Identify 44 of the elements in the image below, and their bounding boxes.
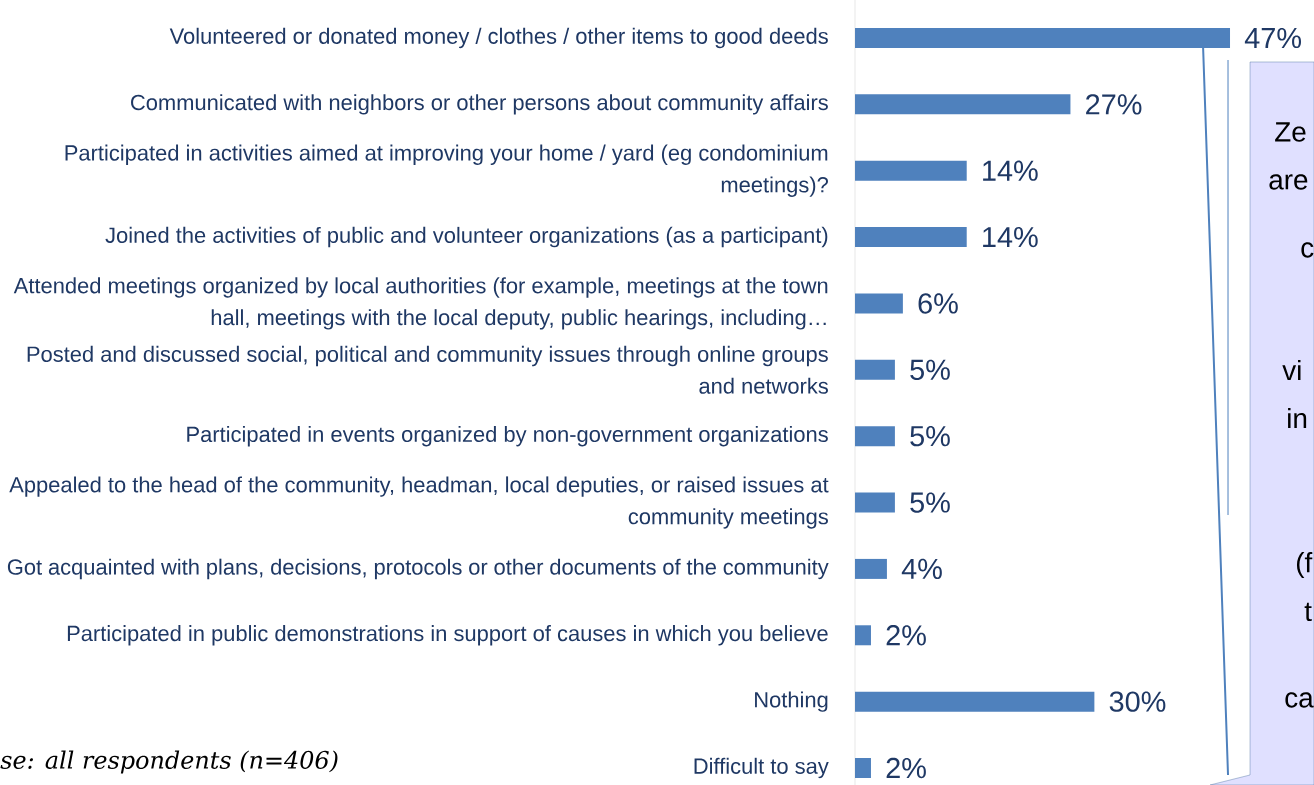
text: (f (1296, 552, 1313, 578)
y-tick-label: Joined the activities of public and volunteer organizations (as a participant) (105, 226, 828, 248)
bar (855, 94, 1071, 115)
y-tick-label: Participated in activities aimed at improving your home / yard (eg condominium meetings)? (65, 144, 828, 197)
y-tick-label: Attended meetings organized by local authorities (for example, meetings at the town hall, meetings with the local deputy, public hearings, including… (13, 277, 828, 330)
y-tick-label: Nothing (755, 691, 828, 712)
y-tick-label: Appealed to the head of the community, headman, local deputies, or raised issues at community meetings (9, 476, 829, 529)
bar (855, 625, 871, 646)
data-label: 5% (910, 492, 950, 513)
y-tick-label: Participated in public demonstrations in support of causes in which you believe (67, 625, 828, 646)
text: Ze (1275, 122, 1306, 142)
text: vi (1282, 359, 1301, 381)
y-tick-label: Got acquainted with plans, decisions, protocols or other documents of the community (7, 558, 829, 580)
text: in (1288, 407, 1307, 429)
text: t (1304, 602, 1312, 622)
text: ca (1285, 692, 1314, 708)
data-label: 2% (886, 757, 926, 779)
bar (855, 558, 887, 579)
bar (855, 426, 895, 447)
data-label: 4% (901, 558, 942, 580)
y-tick-label: Participated in events organized by non-government organizations (187, 425, 828, 447)
text: are (1269, 174, 1308, 190)
data-label: 5% (910, 359, 950, 380)
data-label: 6% (918, 293, 958, 314)
data-label: 47% (1244, 27, 1301, 49)
data-label: 27% (1086, 94, 1142, 115)
y-tick-label: Posted and discussed social, political and community issues through online groups and networks (27, 345, 828, 394)
data-label: 14% (983, 160, 1038, 181)
text: c (1301, 242, 1314, 258)
data-label: 2% (886, 625, 926, 646)
y-tick-label: Volunteered or donated money / clothes / other items to good deeds (169, 27, 828, 49)
bar (855, 293, 903, 314)
data-label: 5% (910, 426, 950, 447)
bar (855, 492, 895, 513)
data-label: 30% (1109, 691, 1166, 712)
text: se: all respondents (n=406) (0, 750, 338, 774)
bar (855, 160, 967, 181)
bar (855, 758, 871, 779)
y-tick-label: Difficult to say (694, 757, 829, 779)
y-tick-label: Communicated with neighbors or other persons about community affairs (131, 94, 828, 115)
data-label: 14% (983, 226, 1038, 248)
bar (855, 227, 967, 248)
bar (855, 359, 895, 380)
bar (855, 691, 1095, 712)
